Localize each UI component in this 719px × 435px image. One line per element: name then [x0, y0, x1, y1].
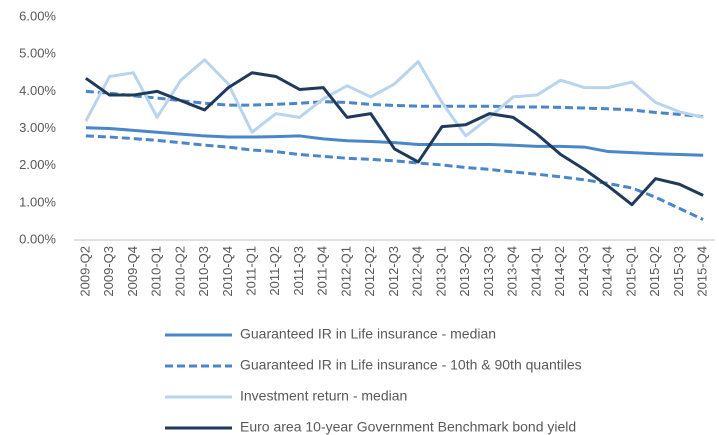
x-tick-label: 2011-Q2 [267, 246, 282, 296]
x-tick-label: 2014-Q3 [576, 246, 591, 297]
legend-label: Investment return - median [240, 388, 407, 404]
x-tick-label: 2015-Q4 [695, 246, 710, 297]
x-tick-label: 2011-Q4 [315, 246, 330, 296]
x-tick-label: 2014-Q2 [552, 246, 567, 297]
y-tick-label: 4.00% [19, 83, 56, 98]
legend-label: Guaranteed IR in Life insurance - 10th &… [240, 357, 582, 373]
x-tick-label: 2010-Q1 [149, 246, 164, 297]
x-tick-label: 2010-Q4 [220, 246, 235, 297]
x-tick-label: 2014-Q1 [528, 246, 543, 297]
x-tick-label: 2009-Q4 [125, 246, 140, 297]
x-tick-label: 2014-Q4 [600, 246, 615, 297]
x-tick-label: 2012-Q3 [386, 246, 401, 297]
series-line [85, 89, 704, 119]
y-tick-label: 0.00% [19, 231, 56, 246]
x-tick-label: 2013-Q1 [433, 246, 448, 297]
legend-label: Guaranteed IR in Life insurance - median [240, 326, 496, 342]
x-tick-label: 2009-Q2 [77, 246, 92, 297]
y-tick-label: 1.00% [19, 194, 56, 209]
x-tick-label: 2015-Q1 [623, 246, 638, 297]
x-tick-label: 2010-Q3 [196, 246, 211, 297]
x-tick-label: 2013-Q3 [481, 246, 496, 297]
y-tick-label: 5.00% [19, 46, 56, 61]
x-tick-label: 2011-Q1 [243, 246, 258, 296]
y-tick-label: 2.00% [19, 157, 56, 172]
x-tick-label: 2011-Q3 [291, 246, 306, 296]
x-tick-label: 2012-Q2 [362, 246, 377, 297]
x-tick-label: 2012-Q4 [410, 246, 425, 297]
x-tick-label: 2013-Q4 [505, 246, 520, 297]
legend-label: Euro area 10-year Government Benchmark b… [240, 419, 576, 435]
series-line [84, 58, 704, 138]
y-tick-label: 6.00% [19, 8, 56, 23]
x-tick-label: 2010-Q2 [172, 246, 187, 297]
x-tick-label: 2012-Q1 [338, 246, 353, 297]
x-tick-label: 2013-Q2 [457, 246, 472, 297]
x-tick-label: 2015-Q3 [671, 246, 686, 297]
series-line [85, 71, 704, 207]
x-tick-label: 2015-Q2 [647, 246, 662, 297]
y-tick-label: 3.00% [19, 120, 56, 135]
x-tick-label: 2009-Q3 [101, 246, 116, 297]
series-line [85, 126, 704, 157]
